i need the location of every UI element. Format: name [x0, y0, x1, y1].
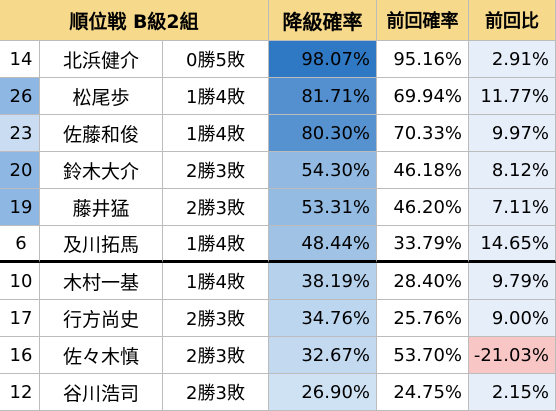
- player-name-cell: 佐々木慎: [40, 337, 163, 374]
- rank-cell: 16: [0, 337, 40, 374]
- player-name-cell: 谷川浩司: [40, 374, 163, 411]
- change-cell: 7.11%: [469, 189, 556, 226]
- relegation-rate-cell: 80.30%: [269, 115, 377, 152]
- relegation-rate-cell: 81.71%: [269, 78, 377, 115]
- player-name-cell: 北浜健介: [40, 41, 163, 78]
- rank-cell: 10: [0, 263, 40, 300]
- previous-rate-cell: 24.75%: [377, 374, 469, 411]
- record-cell: 2勝3敗: [163, 300, 269, 337]
- player-name-cell: 行方尚史: [40, 300, 163, 337]
- record-cell: 2勝3敗: [163, 189, 269, 226]
- previous-rate-cell: 70.33%: [377, 115, 469, 152]
- header-change: 前回比: [469, 0, 556, 41]
- previous-rate-cell: 95.16%: [377, 41, 469, 78]
- record-cell: 2勝3敗: [163, 337, 269, 374]
- record-cell: 1勝4敗: [163, 115, 269, 152]
- change-cell: 2.91%: [469, 41, 556, 78]
- player-name-cell: 木村一基: [40, 263, 163, 300]
- relegation-rate-cell: 34.76%: [269, 300, 377, 337]
- rank-cell: 19: [0, 189, 40, 226]
- change-cell: 9.97%: [469, 115, 556, 152]
- change-cell: 9.00%: [469, 300, 556, 337]
- previous-rate-cell: 28.40%: [377, 263, 469, 300]
- previous-rate-cell: 25.76%: [377, 300, 469, 337]
- relegation-rate-cell: 48.44%: [269, 226, 377, 263]
- previous-rate-cell: 53.70%: [377, 337, 469, 374]
- player-name-cell: 及川拓馬: [40, 226, 163, 263]
- record-cell: 0勝5敗: [163, 41, 269, 78]
- change-cell: 8.12%: [469, 152, 556, 189]
- header-previous-rate: 前回確率: [377, 0, 469, 41]
- rank-cell: 6: [0, 226, 40, 263]
- relegation-rate-cell: 26.90%: [269, 374, 377, 411]
- rank-cell: 23: [0, 115, 40, 152]
- player-name-cell: 佐藤和俊: [40, 115, 163, 152]
- relegation-rate-cell: 98.07%: [269, 41, 377, 78]
- change-cell: 14.65%: [469, 226, 556, 263]
- player-name-cell: 松尾歩: [40, 78, 163, 115]
- change-cell: 2.15%: [469, 374, 556, 411]
- header-relegation-rate: 降級確率: [269, 0, 377, 41]
- record-cell: 2勝3敗: [163, 152, 269, 189]
- rank-cell: 26: [0, 78, 40, 115]
- record-cell: 1勝4敗: [163, 226, 269, 263]
- rank-cell: 14: [0, 41, 40, 78]
- change-cell: 9.79%: [469, 263, 556, 300]
- previous-rate-cell: 46.20%: [377, 189, 469, 226]
- record-cell: 1勝4敗: [163, 263, 269, 300]
- change-cell: -21.03%: [469, 337, 556, 374]
- previous-rate-cell: 33.79%: [377, 226, 469, 263]
- rank-cell: 20: [0, 152, 40, 189]
- relegation-rate-cell: 54.30%: [269, 152, 377, 189]
- previous-rate-cell: 46.18%: [377, 152, 469, 189]
- record-cell: 2勝3敗: [163, 374, 269, 411]
- relegation-rate-cell: 38.19%: [269, 263, 377, 300]
- rank-cell: 17: [0, 300, 40, 337]
- previous-rate-cell: 69.94%: [377, 78, 469, 115]
- player-name-cell: 鈴木大介: [40, 152, 163, 189]
- relegation-rate-cell: 32.67%: [269, 337, 377, 374]
- change-cell: 11.77%: [469, 78, 556, 115]
- relegation-rate-cell: 53.31%: [269, 189, 377, 226]
- record-cell: 1勝4敗: [163, 78, 269, 115]
- player-name-cell: 藤井猛: [40, 189, 163, 226]
- rank-cell: 12: [0, 374, 40, 411]
- table-title: 順位戦 B級2組: [0, 0, 269, 41]
